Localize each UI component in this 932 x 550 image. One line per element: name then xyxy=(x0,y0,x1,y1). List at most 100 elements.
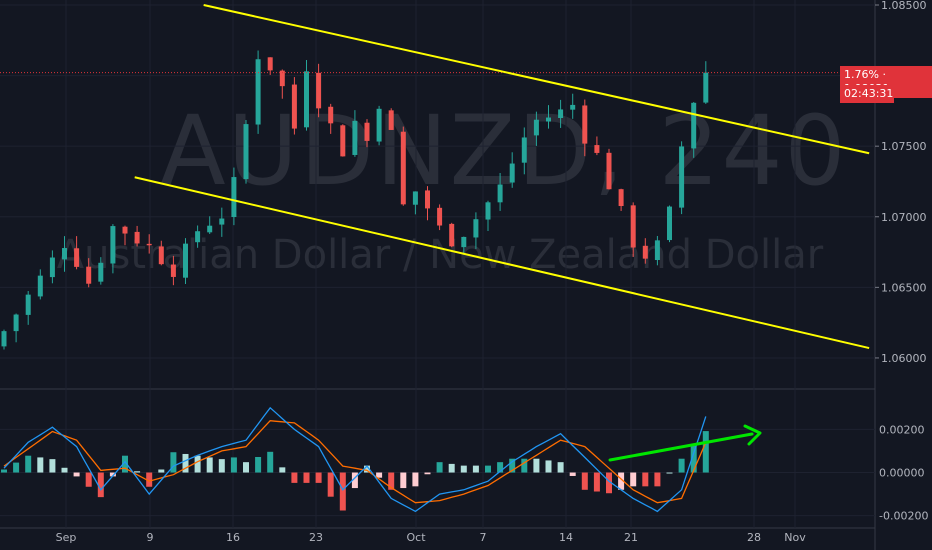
candle-body xyxy=(86,266,92,284)
bar-countdown-badge: 02:43:31 xyxy=(840,85,894,103)
candlestick-series xyxy=(0,50,875,350)
macd-histogram-bar xyxy=(13,462,20,473)
candle-body xyxy=(594,145,600,153)
candle-body xyxy=(691,102,697,149)
candle-body xyxy=(183,243,188,278)
price-tick-label: 1.06000 xyxy=(881,352,927,365)
macd-histogram-bar xyxy=(509,458,516,473)
macd-histogram-bar xyxy=(25,455,32,473)
candle-body xyxy=(425,190,430,209)
time-tick-label: 21 xyxy=(624,531,638,544)
macd-histogram-bar xyxy=(134,471,141,473)
candle-body xyxy=(606,152,612,190)
macd-histogram-bar xyxy=(666,472,673,474)
macd-histogram-bar xyxy=(388,472,395,490)
macd-histogram-bar xyxy=(569,472,576,476)
macd-histogram-bar xyxy=(303,472,310,483)
macd-histogram-bar xyxy=(267,451,274,473)
candle-body xyxy=(328,106,334,124)
macd-tick-label: -0.00200 xyxy=(879,510,928,523)
candle-body xyxy=(110,226,116,264)
candle-body xyxy=(134,231,140,244)
candle-body xyxy=(255,59,261,125)
candle-body xyxy=(219,218,225,225)
macd-signal-line xyxy=(3,420,707,504)
candle-body xyxy=(364,122,370,141)
candle-body xyxy=(654,240,660,261)
macd-histogram-bar xyxy=(364,465,370,473)
time-tick-label: Sep xyxy=(56,531,77,544)
candle-body xyxy=(340,125,346,157)
candle-body xyxy=(279,70,285,87)
macd-histogram-bar xyxy=(255,456,262,473)
candle-body xyxy=(570,104,576,110)
candle-body xyxy=(618,189,624,207)
candle-body xyxy=(291,84,297,129)
candle-body xyxy=(352,120,358,155)
candle-body xyxy=(485,202,491,220)
candle-body xyxy=(122,226,128,234)
candle-body xyxy=(158,246,164,265)
trend-arrow-shaft xyxy=(608,432,754,462)
time-tick-label: Oct xyxy=(406,531,426,544)
time-tick-label: 16 xyxy=(226,531,240,544)
candle-body xyxy=(449,223,455,247)
candle-body xyxy=(62,248,67,260)
macd-tick-label: 0.00200 xyxy=(879,423,925,436)
candle-body xyxy=(461,236,467,248)
candle-body xyxy=(316,72,322,109)
candle-body xyxy=(473,219,479,238)
countdown-label: 02:43:31 xyxy=(844,87,894,100)
macd-histogram-bar xyxy=(412,472,419,487)
annotations xyxy=(608,424,762,462)
macd-histogram-bar xyxy=(545,460,552,473)
macd-histogram-bar xyxy=(73,472,80,477)
candle-body xyxy=(388,110,394,130)
macd-histogram-bar xyxy=(618,472,625,490)
candle-body xyxy=(546,117,551,122)
channel-upper-line xyxy=(203,4,870,155)
macd-histogram-bar xyxy=(146,472,153,487)
macd-lines xyxy=(3,406,707,513)
macd-tick-label: 0.00000 xyxy=(879,467,925,480)
macd-histogram xyxy=(1,431,709,511)
candle-body xyxy=(170,264,176,277)
macd-histogram-bar xyxy=(243,462,249,473)
time-tick-label: 9 xyxy=(147,531,154,544)
macd-histogram-bar xyxy=(436,462,443,473)
price-tick-label: 1.06500 xyxy=(881,281,927,294)
macd-histogram-bar xyxy=(497,462,504,473)
price-tick-label: 1.08500 xyxy=(881,0,927,12)
macd-histogram-bar xyxy=(109,472,116,477)
macd-histogram-bar xyxy=(206,457,213,473)
macd-histogram-bar xyxy=(557,462,564,473)
candle-body xyxy=(679,146,685,208)
price-tick-label: 1.07500 xyxy=(881,140,927,153)
macd-histogram-bar xyxy=(533,458,540,473)
price-tick-label: 1.07000 xyxy=(881,211,927,224)
macd-histogram-bar xyxy=(339,472,346,511)
candle-body xyxy=(376,108,382,142)
candle-body xyxy=(667,206,672,241)
time-tick-label: Nov xyxy=(784,531,806,544)
candle-body xyxy=(533,119,539,136)
macd-line xyxy=(3,406,707,513)
trend-arrow-head xyxy=(743,424,762,446)
price-change-label: 1.76% xyxy=(844,68,879,81)
macd-histogram-bar xyxy=(593,472,600,492)
candle-body xyxy=(25,294,31,315)
macd-histogram-bar xyxy=(218,459,225,473)
macd-histogram-bar xyxy=(460,465,467,473)
candle-body xyxy=(437,207,443,226)
candle-body xyxy=(497,184,503,203)
time-tick-label: 14 xyxy=(559,531,573,544)
macd-histogram-bar xyxy=(291,472,298,483)
macd-histogram-bar xyxy=(424,472,431,475)
candle-body xyxy=(37,275,43,297)
candle-body xyxy=(13,314,19,332)
macd-histogram-bar xyxy=(472,465,479,473)
macd-histogram-bar xyxy=(521,458,528,473)
macd-histogram-bar xyxy=(448,463,455,473)
candle-body xyxy=(521,137,527,163)
